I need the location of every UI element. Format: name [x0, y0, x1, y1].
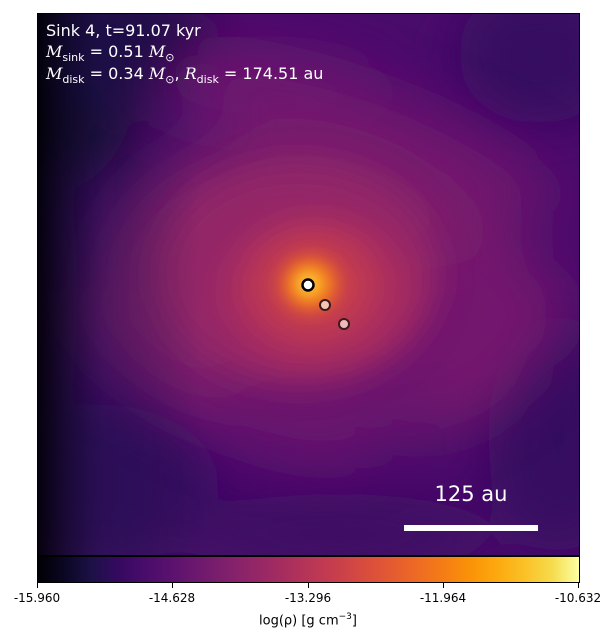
sink-tertiary-marker: [338, 318, 350, 330]
disk-mass-value: 0.34: [108, 64, 144, 83]
colorbar-label-suffix: ]: [351, 613, 357, 629]
colorbar-tick-label: -13.296: [284, 591, 332, 605]
sink-primary-marker: [301, 278, 315, 292]
density-map-panel: [37, 13, 580, 556]
disk-mass-unit: M: [148, 64, 166, 83]
colorbar-tick-label: -14.628: [148, 591, 196, 605]
scale-bar: [404, 525, 538, 531]
colorbar-tick-label: -10.632: [554, 591, 602, 605]
colorbar-label-exponent: −3: [338, 612, 352, 622]
disk-mass-unit-subscript: ⊙: [165, 73, 175, 87]
scale-bar-label: 125 au: [434, 482, 508, 506]
disk-line: Mdisk = 0.34 M⊙, Rdisk = 174.51 au: [46, 64, 324, 87]
sink-title-line: Sink 4, t=91.07 kyr: [46, 21, 201, 41]
sink-title: Sink 4, t=91.07 kyr: [46, 21, 201, 40]
disk-radius-subscript: disk: [196, 73, 219, 87]
colorbar-tick-label: -11.964: [419, 591, 467, 605]
sink-mass-unit-subscript: ⊙: [165, 51, 175, 65]
colorbar-label: log(ρ) [g cm−3]: [259, 612, 357, 628]
sink-mass-value: 0.51: [108, 42, 144, 61]
sink-mass-subscript: sink: [62, 51, 85, 65]
colorbar-tick: [172, 583, 173, 588]
colorbar-label-text: log(ρ) [g cm: [259, 613, 339, 629]
colorbar: [37, 556, 580, 583]
colorbar-tick: [308, 583, 309, 588]
sink-secondary-marker: [319, 299, 331, 311]
disk-mass-subscript: disk: [62, 73, 85, 87]
disk-radius-value: 174.51: [242, 64, 299, 83]
sink-mass-symbol: M: [46, 42, 63, 61]
sink-mass-unit: M: [148, 42, 166, 61]
colorbar-tick-label: -15.960: [13, 591, 61, 605]
disk-radius-symbol: R: [184, 64, 197, 83]
sink-mass-line: Msink = 0.51 M⊙: [46, 42, 175, 65]
colorbar-tick: [578, 583, 579, 588]
colorbar-tick: [37, 583, 38, 588]
density-map: [38, 14, 579, 555]
disk-mass-symbol: M: [46, 64, 63, 83]
disk-radius-unit: au: [303, 64, 324, 83]
colorbar-tick: [443, 583, 444, 588]
